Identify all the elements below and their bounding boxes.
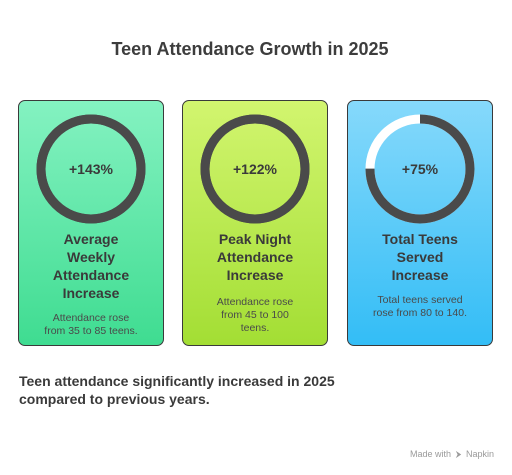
card-title: Peak Night Attendance Increase — [189, 230, 321, 284]
progress-ring: +143% — [35, 113, 147, 225]
ring-progress-arc — [200, 114, 310, 224]
ring-graphic — [36, 114, 146, 224]
card-description-line: rose from 80 to 140. — [373, 307, 467, 319]
metric-card-average-weekly: +143% Average Weekly Attendance Increase… — [18, 100, 164, 346]
card-description-line: from 35 to 85 teens. — [44, 325, 138, 337]
card-description-line: Total teens served — [377, 294, 463, 306]
card-title-line: Increase — [62, 285, 120, 301]
credit-brand: Napkin — [465, 449, 494, 459]
metric-value: +75% — [401, 161, 439, 177]
ring-graphic — [200, 114, 310, 224]
ring-progress-arc — [365, 114, 475, 224]
card-description-line: from 45 to 100 — [221, 309, 289, 321]
metric-value: +143% — [69, 161, 113, 177]
page-title: Teen Attendance Growth in 2025 — [111, 39, 389, 59]
card-description: Attendance rose from 45 to 100 teens. — [193, 296, 317, 335]
progress-ring: +75% — [364, 113, 476, 225]
card-title-line: Served — [396, 249, 444, 265]
card-description: Attendance rose from 35 to 85 teens. — [29, 312, 153, 338]
credit-prefix: Made with — [409, 449, 451, 459]
card-description-line: Attendance rose — [52, 312, 130, 324]
card-title-line: Weekly — [67, 249, 115, 265]
card-title-line: Increase — [391, 267, 449, 283]
card-title-line: Attendance — [52, 267, 130, 283]
napkin-logo-icon — [454, 450, 463, 459]
ring-progress-arc — [36, 114, 146, 224]
card-title-line: Peak Night — [218, 231, 292, 247]
summary-line: compared to previous years. — [19, 391, 210, 407]
card-description: Total teens served rose from 80 to 140. — [358, 294, 482, 320]
made-with-credit[interactable]: Made with Napkin — [410, 449, 494, 459]
card-description-line: teens. — [240, 322, 270, 334]
summary-text: Teen attendance significantly increased … — [19, 372, 379, 408]
metric-card-peak-night: +122% Peak Night Attendance Increase Att… — [182, 100, 328, 346]
card-title-line: Increase — [226, 267, 284, 283]
card-title-line: Total Teens — [382, 231, 458, 247]
card-description-line: Attendance rose — [216, 296, 294, 308]
summary-line: Teen attendance significantly increased … — [19, 373, 335, 389]
card-title-line: Average — [63, 231, 119, 247]
progress-ring: +122% — [199, 113, 311, 225]
metric-card-total-served: +75% Total Teens Served Increase Total t… — [347, 100, 493, 346]
card-title: Total Teens Served Increase — [354, 230, 486, 284]
card-title: Average Weekly Attendance Increase — [25, 230, 157, 302]
ring-graphic — [365, 114, 475, 224]
card-title-line: Attendance — [216, 249, 294, 265]
metric-value: +122% — [233, 161, 277, 177]
